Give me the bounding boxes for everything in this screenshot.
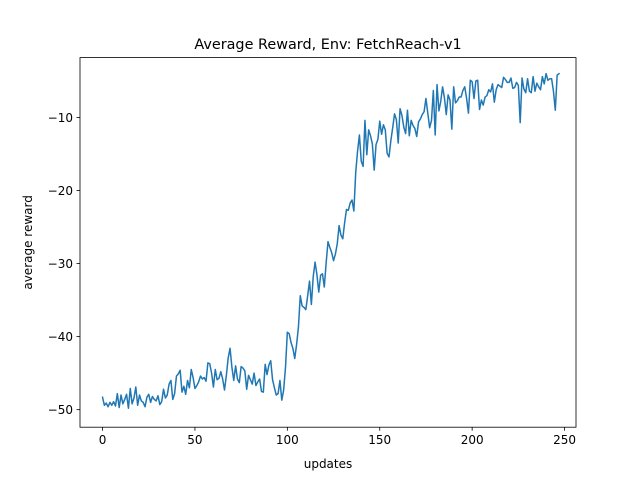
x-tick-label: 100 — [276, 433, 299, 447]
x-tick-label: 250 — [553, 433, 576, 447]
y-tick-label: −30 — [48, 257, 73, 271]
axes-frame — [79, 57, 577, 428]
series-group — [101, 72, 561, 409]
y-tick-label: −50 — [48, 403, 73, 417]
x-tick-label: 50 — [187, 433, 202, 447]
x-axis-label: updates — [304, 457, 353, 471]
series-line-0 — [101, 72, 561, 409]
x-tick-label: 150 — [368, 433, 391, 447]
y-tick-label: −20 — [48, 184, 73, 198]
y-axis-label: average reward — [21, 195, 35, 290]
chart-title: Average Reward, Env: FetchReach-v1 — [194, 37, 461, 53]
x-tick-label: 0 — [99, 433, 107, 447]
y-tick-label: −10 — [48, 111, 73, 125]
x-tick-label: 200 — [461, 433, 484, 447]
axis-ticks: 0 50 100 150 200 250 −50 −40 −30 −20 −10 — [48, 111, 576, 447]
y-tick-label: −40 — [48, 330, 73, 344]
